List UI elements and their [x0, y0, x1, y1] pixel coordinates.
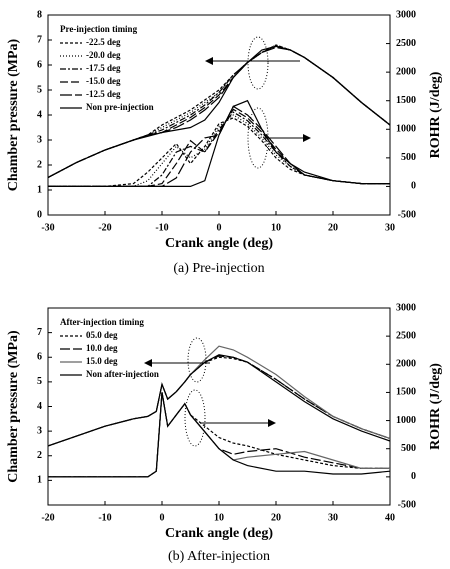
x-tick-label: 20	[328, 222, 338, 233]
rohr-line	[48, 99, 390, 187]
y-axis-label: Chamber pressure (MPa)	[6, 330, 21, 483]
y-tick-label: 5	[37, 84, 42, 95]
pressure-line	[47, 45, 391, 179]
x-tick-label: 30	[328, 512, 338, 523]
caption: (b) After-injection	[168, 549, 270, 564]
legend-label: 10.0 deg	[86, 343, 118, 353]
y2-tick-label: 2500	[396, 38, 416, 49]
x-tick-label: -10	[155, 222, 168, 233]
y-tick-label: 1	[37, 184, 42, 195]
x-tick-label: 10	[214, 512, 224, 523]
legend-label: 05.0 deg	[86, 330, 118, 340]
legend-title: Pre-injection timing	[60, 24, 138, 34]
y2-tick-label: 1000	[396, 415, 416, 426]
y-tick-label: 4	[37, 401, 42, 412]
y-axis-label: Chamber pressure (MPa)	[6, 38, 21, 191]
legend-label: Non after-injection	[86, 369, 159, 379]
legend-label: -12.5 deg	[86, 89, 121, 99]
y2-axis-label: ROHR (J/deg)	[428, 71, 443, 158]
y-tick-label: 6	[37, 59, 42, 70]
y-tick-label: 1	[37, 475, 42, 486]
y2-tick-label: 0	[411, 181, 416, 192]
x-tick-label: 0	[160, 512, 165, 523]
rohr-line	[48, 392, 391, 478]
x-tick-label: 0	[217, 222, 222, 233]
y-tick-label: 3	[37, 134, 42, 145]
x-axis-label: Crank angle (deg)	[165, 526, 273, 541]
y2-axis-label: ROHR (J/deg)	[428, 363, 443, 450]
legend-title: After-injection timing	[60, 317, 144, 327]
y2-tick-label: 0	[411, 471, 416, 482]
y-tick-label: 3	[37, 425, 42, 436]
y-tick-label: 5	[37, 376, 42, 387]
x-axis-label: Crank angle (deg)	[165, 236, 273, 251]
y2-tick-label: 1000	[396, 124, 416, 135]
x-tick-label: -30	[41, 222, 54, 233]
x-tick-label: 40	[385, 512, 395, 523]
x-tick-label: 10	[271, 222, 281, 233]
caption: (a) Pre-injection	[173, 261, 264, 276]
y-tick-label: 6	[37, 352, 42, 363]
y2-tick-label: -500	[398, 499, 416, 510]
y-tick-label: 0	[37, 209, 42, 220]
y2-tick-label: 3000	[396, 302, 416, 313]
y-tick-label: 2	[37, 450, 42, 461]
y2-tick-label: 500	[401, 443, 416, 454]
y-tick-label: 7	[37, 327, 42, 338]
y2-tick-label: 2000	[396, 359, 416, 370]
y-tick-label: 2	[37, 159, 42, 170]
rohr-line	[48, 108, 390, 187]
y2-tick-label: 500	[401, 152, 416, 163]
x-tick-label: -20	[98, 222, 111, 233]
x-tick-label: -10	[98, 512, 111, 523]
y2-tick-label: -500	[398, 209, 416, 220]
x-tick-label: 20	[271, 512, 281, 523]
y2-tick-label: 2000	[396, 66, 416, 77]
legend-label: 15.0 deg	[86, 356, 118, 366]
rohr-line	[48, 105, 390, 187]
y-tick-label: 8	[37, 9, 42, 20]
rohr-line	[48, 111, 390, 187]
y-tick-label: 7	[37, 34, 42, 45]
y2-tick-label: 3000	[396, 9, 416, 20]
legend-label: Non pre-injection	[86, 102, 154, 112]
legend-label: -20.0 deg	[86, 50, 121, 60]
x-tick-label: 30	[385, 222, 395, 233]
pressure-line	[47, 354, 391, 447]
x-tick-label: -20	[41, 512, 54, 523]
y-tick-label: 4	[37, 109, 42, 120]
highlight-ellipse	[247, 36, 269, 90]
y2-tick-label: 2500	[396, 330, 416, 341]
y2-tick-label: 1500	[396, 387, 416, 398]
rohr-line	[48, 114, 390, 187]
highlight-ellipse	[187, 337, 207, 383]
rohr-line	[48, 392, 390, 478]
legend-label: -17.5 deg	[86, 63, 121, 73]
legend-label: -22.5 deg	[86, 37, 121, 47]
legend-label: -15.0 deg	[86, 76, 121, 86]
y2-tick-label: 1500	[396, 95, 416, 106]
highlight-ellipse	[184, 389, 206, 447]
